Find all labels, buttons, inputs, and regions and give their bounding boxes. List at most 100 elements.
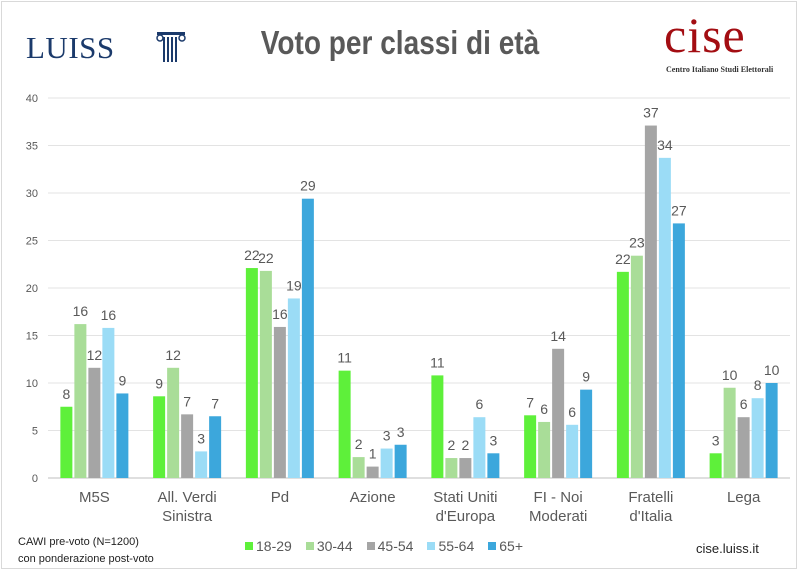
y-tick-label: 25	[26, 236, 38, 248]
x-tick-label: Moderati	[529, 508, 587, 525]
bar-65+	[394, 444, 407, 478]
data-label: 8	[754, 377, 762, 393]
data-label: 11	[337, 350, 352, 366]
bar-65+	[765, 383, 778, 478]
data-label: 6	[475, 396, 483, 412]
data-label: 7	[183, 393, 191, 409]
y-tick-label: 5	[32, 426, 38, 438]
data-label: 34	[657, 137, 673, 153]
bar-18-29	[60, 406, 73, 478]
legend: 18-29 30-44 45-54 55-64 65+	[245, 538, 523, 554]
data-label: 22	[244, 247, 260, 263]
data-label: 29	[300, 178, 316, 194]
x-tick-label: Fratelli	[628, 489, 673, 506]
data-label: 2	[447, 437, 455, 453]
y-tick-label: 15	[26, 331, 38, 343]
legend-label: 30-44	[316, 538, 353, 554]
bar-18-29	[709, 453, 722, 478]
bar-55-64	[473, 417, 486, 478]
x-tick-label: M5S	[79, 489, 110, 506]
legend-item: 45-54	[366, 538, 413, 554]
bar-18-29	[153, 396, 166, 478]
bar-30-44	[538, 421, 551, 478]
legend-label: 65+	[499, 538, 523, 554]
data-label: 37	[643, 105, 659, 121]
bar-45-54	[737, 417, 750, 478]
column-icon	[156, 32, 186, 62]
bar-45-54	[644, 125, 657, 479]
y-tick-label: 20	[26, 283, 38, 295]
legend-label: 55-64	[438, 538, 475, 554]
x-tick-label: Azione	[350, 489, 396, 506]
data-label: 23	[629, 235, 645, 251]
bar-45-54	[459, 458, 472, 478]
data-label: 12	[165, 347, 181, 363]
data-label: 3	[712, 432, 720, 448]
data-label: 12	[87, 347, 103, 363]
y-tick-label: 0	[32, 473, 38, 485]
bar-30-44	[74, 324, 87, 478]
y-tick-label: 10	[26, 378, 38, 390]
data-label: 3	[397, 424, 405, 440]
bar-18-29	[338, 370, 351, 478]
bar-30-44	[352, 457, 365, 478]
data-label: 27	[671, 202, 687, 218]
legend-swatch	[245, 542, 253, 550]
x-tick-label: Stati Uniti	[433, 489, 497, 506]
bar-55-64	[380, 448, 393, 478]
bar-45-54	[366, 466, 379, 478]
bar-45-54	[552, 348, 565, 478]
legend-swatch	[488, 542, 497, 550]
data-label: 7	[211, 395, 219, 411]
bar-18-29	[616, 271, 629, 478]
data-label: 2	[355, 436, 363, 452]
bar-55-64	[102, 327, 115, 478]
data-label: 6	[540, 401, 548, 417]
bar-18-29	[431, 375, 444, 478]
data-label: 22	[258, 250, 274, 266]
bar-65+	[209, 416, 222, 478]
bar-55-64	[658, 157, 671, 478]
data-label: 14	[550, 328, 566, 344]
bar-55-64	[751, 398, 764, 478]
bar-55-64	[566, 424, 579, 478]
data-label: 9	[582, 369, 590, 385]
x-tick-label: All. Verdi	[158, 489, 217, 506]
data-label: 3	[489, 432, 497, 448]
data-label: 16	[272, 306, 288, 322]
x-tick-label: Lega	[727, 489, 761, 506]
cise-logo: cise	[664, 7, 746, 63]
chart-title: Voto per classi di età	[260, 24, 540, 61]
legend-item: 30-44	[305, 538, 353, 554]
bar-30-44	[259, 270, 272, 478]
bar-55-64	[195, 451, 208, 478]
bar-30-44	[723, 387, 736, 478]
bar-65+	[301, 198, 314, 478]
bar-30-44	[167, 367, 180, 478]
data-label: 1	[369, 446, 377, 462]
data-label: 9	[155, 375, 163, 391]
legend-swatch	[305, 542, 314, 550]
bar-18-29	[245, 268, 258, 478]
y-tick-label: 30	[26, 188, 38, 200]
bar-65+	[580, 389, 593, 478]
luiss-logo: LUISS	[26, 30, 115, 65]
legend-swatch	[427, 542, 436, 550]
bar-65+	[672, 223, 685, 478]
site-url[interactable]: cise.luiss.it	[696, 541, 759, 556]
data-label: 3	[383, 428, 391, 444]
bar-55-64	[287, 298, 300, 478]
bar-65+	[116, 393, 129, 478]
x-tick-label: FI - Noi	[534, 489, 583, 506]
data-label: 22	[615, 251, 631, 267]
footnote-line2: con ponderazione post-voto	[18, 553, 154, 565]
data-label: 11	[430, 354, 445, 370]
bar-45-54	[88, 367, 101, 478]
data-label: 10	[764, 362, 780, 378]
data-label: 3	[197, 430, 205, 446]
legend-item: 18-29	[245, 538, 292, 554]
legend-swatch	[366, 542, 375, 550]
x-tick-label: d'Italia	[629, 508, 673, 525]
